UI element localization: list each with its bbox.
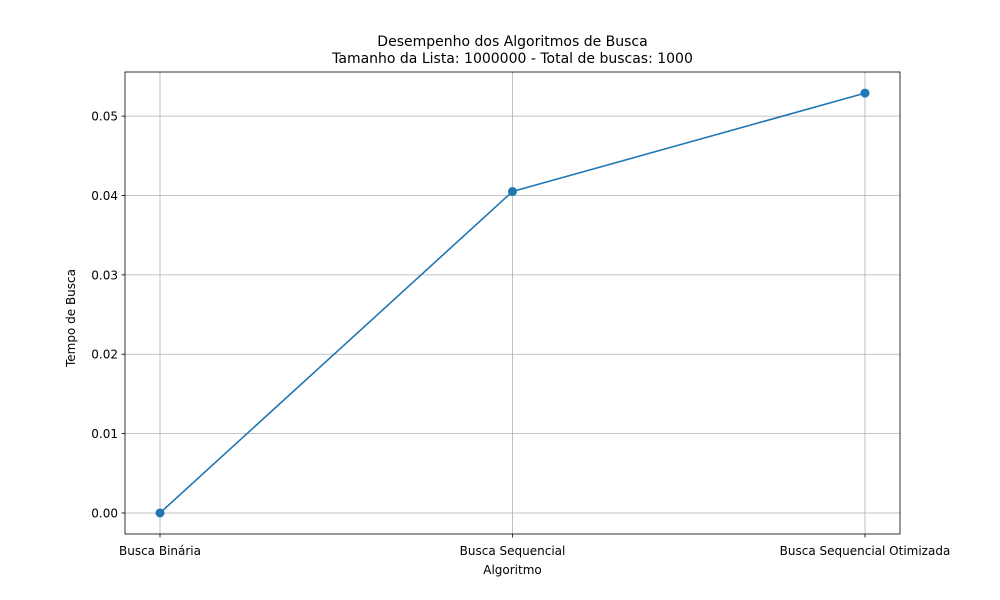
data-point-marker bbox=[155, 508, 165, 518]
data-point-marker bbox=[860, 88, 870, 98]
chart-subtitle: Tamanho da Lista: 1000000 - Total de bus… bbox=[331, 51, 693, 67]
y-tick-label: 0.03 bbox=[91, 268, 118, 282]
y-tick-label: 0.05 bbox=[91, 110, 118, 124]
chart-title: Desempenho dos Algoritmos de Busca bbox=[377, 34, 647, 50]
x-tick-label: Busca Sequencial bbox=[460, 544, 566, 558]
x-axis-label: Algoritmo bbox=[483, 563, 542, 577]
y-tick-label: 0.02 bbox=[91, 348, 118, 362]
x-tick-label: Busca Binária bbox=[119, 544, 201, 558]
y-tick-label: 0.01 bbox=[91, 427, 118, 441]
series-layer bbox=[155, 88, 870, 518]
y-tick-label: 0.04 bbox=[91, 189, 118, 203]
data-point-marker bbox=[508, 187, 517, 197]
axis-ticks: 0.00 0.01 0.02 0.03 0.04 0.05 Busca Binária Bus… bbox=[91, 110, 950, 558]
y-axis-label: Tempo de Busca bbox=[64, 269, 78, 368]
x-tick-label: Busca Sequencial Otimizada bbox=[780, 544, 951, 558]
y-tick-label: 0.00 bbox=[91, 506, 118, 520]
